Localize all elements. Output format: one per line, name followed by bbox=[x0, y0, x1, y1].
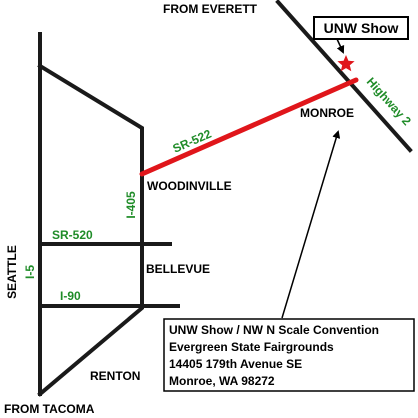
address-pointer-arrow bbox=[281, 130, 341, 319]
road-network bbox=[37, 0, 413, 397]
label-from-tacoma: FROM TACOMA bbox=[4, 402, 95, 416]
label-highway2: Highway 2 bbox=[364, 75, 414, 129]
destination-tag: UNW Show bbox=[324, 20, 399, 36]
address-line-2: Evergreen State Fairgrounds bbox=[169, 340, 334, 354]
label-i5: I-5 bbox=[23, 265, 37, 279]
address-line-4: Monroe, WA 98272 bbox=[169, 374, 275, 388]
road-i405 bbox=[37, 63, 144, 397]
label-from-everett: FROM EVERETT bbox=[163, 2, 258, 16]
address-line-1: UNW Show / NW N Scale Convention bbox=[169, 323, 379, 337]
star-icon bbox=[337, 55, 355, 72]
label-woodinville: WOODINVILLE bbox=[147, 179, 232, 193]
label-renton: RENTON bbox=[90, 369, 140, 383]
address-line-3: 14405 179th Avenue SE bbox=[169, 357, 302, 371]
label-i405: I-405 bbox=[124, 191, 138, 219]
label-sr520: SR-520 bbox=[52, 228, 93, 242]
destination-tag-box bbox=[313, 16, 409, 40]
address-box bbox=[163, 318, 415, 392]
label-i90: I-90 bbox=[60, 289, 81, 303]
tag-pointer-arrow bbox=[336, 38, 345, 54]
label-bellevue: BELLEVUE bbox=[146, 262, 210, 276]
route-sr522 bbox=[139, 77, 359, 177]
label-seattle: SEATTLE bbox=[5, 245, 19, 299]
road-highway2 bbox=[275, 0, 413, 153]
label-monroe: MONROE bbox=[300, 106, 354, 120]
